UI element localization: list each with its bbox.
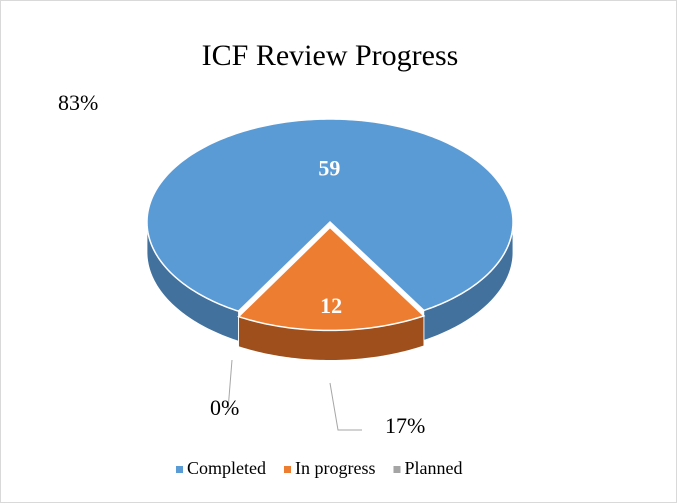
legend-label: Completed bbox=[187, 458, 266, 478]
percentage-label: 17% bbox=[385, 413, 425, 438]
legend-swatch bbox=[284, 466, 291, 473]
leader-line bbox=[329, 382, 362, 431]
percentage-label: 0% bbox=[210, 395, 239, 420]
pie-tops bbox=[146, 118, 514, 332]
legend-swatch bbox=[176, 466, 183, 473]
percentage-label: 83% bbox=[58, 90, 98, 115]
legend-label: Planned bbox=[404, 458, 462, 478]
legend-swatch bbox=[393, 466, 401, 473]
leader-line bbox=[227, 359, 233, 411]
pie-slice bbox=[146, 118, 514, 313]
chart-title: ICF Review Progress bbox=[202, 39, 459, 72]
legend: Completed In progress Planned bbox=[176, 458, 462, 478]
legend-label: In progress bbox=[295, 458, 375, 478]
data-label: 59 bbox=[318, 156, 340, 181]
data-label: 12 bbox=[320, 293, 342, 318]
pie-slice bbox=[237, 226, 426, 332]
